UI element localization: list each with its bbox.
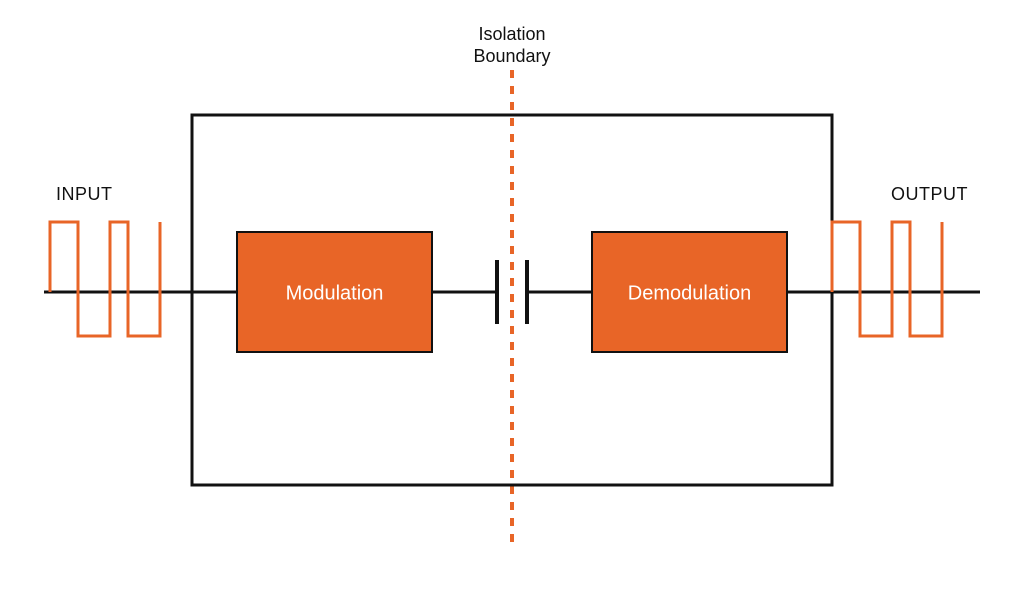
output-label: OUTPUT xyxy=(891,184,968,204)
demodulation-label: Demodulation xyxy=(628,282,751,304)
isolation-boundary-label-1: Isolation xyxy=(478,24,545,44)
modulation-label: Modulation xyxy=(286,282,384,304)
isolation-boundary-label-2: Boundary xyxy=(473,46,550,66)
isolation-diagram: Isolation Boundary Modulation Demodulati… xyxy=(0,0,1024,605)
output-signal-wave xyxy=(832,222,942,336)
input-signal-wave xyxy=(50,222,160,336)
input-label: INPUT xyxy=(56,184,113,204)
